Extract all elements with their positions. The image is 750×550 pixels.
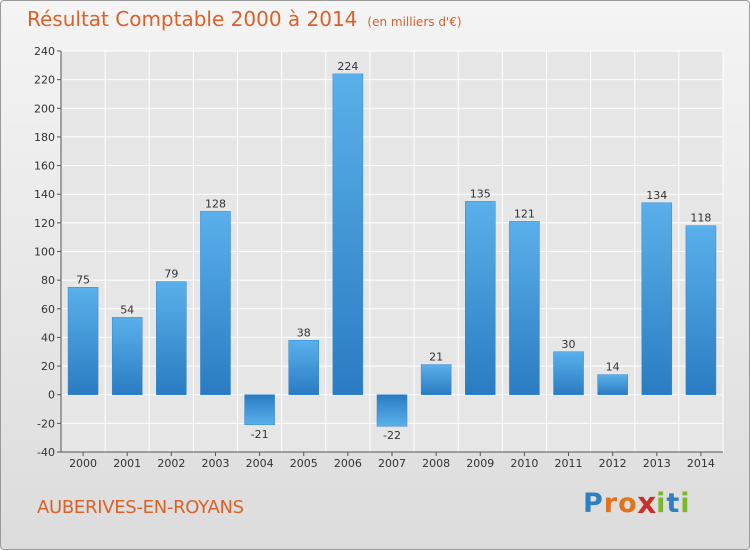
y-tick-label: 60 <box>41 303 55 316</box>
x-tick-label-2013: 2013 <box>643 457 671 470</box>
logo-letter: r <box>603 488 619 519</box>
bar-2007 <box>376 394 408 427</box>
data-label-2011: 30 <box>562 338 576 351</box>
bar-2005 <box>288 340 319 395</box>
x-tick-label-2007: 2007 <box>378 457 406 470</box>
data-label-2005: 38 <box>297 326 311 339</box>
proxiti-logo: Proxiti <box>583 486 691 521</box>
bar-2001 <box>111 317 143 395</box>
bar-2006 <box>332 73 364 395</box>
y-tick-label: -20 <box>37 417 55 430</box>
data-label-2007: -22 <box>383 429 401 442</box>
bar-2012 <box>597 374 628 395</box>
x-tick-label-2004: 2004 <box>246 457 274 470</box>
x-tick-label-2009: 2009 <box>466 457 494 470</box>
commune-name: AUBERIVES-EN-ROYANS <box>37 497 244 518</box>
y-tick-label: 240 <box>34 45 55 58</box>
y-tick-label: 180 <box>34 131 55 144</box>
logo-letter: t <box>666 488 681 519</box>
x-tick-label-2012: 2012 <box>599 457 627 470</box>
y-tick-label: 220 <box>34 74 55 87</box>
x-tick-label-2008: 2008 <box>422 457 450 470</box>
logo-letter: P <box>583 488 604 519</box>
bar-2014 <box>685 225 717 395</box>
data-label-2010: 121 <box>514 207 535 220</box>
chart-title-text: Résultat Comptable 2000 à 2014 <box>27 7 358 31</box>
chart-title: Résultat Comptable 2000 à 2014 (en millie… <box>27 7 462 31</box>
bar-2009 <box>465 201 496 395</box>
x-tick-label-2014: 2014 <box>687 457 715 470</box>
y-tick-label: 20 <box>41 360 55 373</box>
data-label-2012: 14 <box>606 361 620 374</box>
y-tick-label: -40 <box>37 446 55 459</box>
data-label-2008: 21 <box>429 351 443 364</box>
bar-2002 <box>156 281 187 395</box>
logo-letter: o <box>618 488 638 519</box>
bar-2010 <box>509 221 540 395</box>
y-tick-label: 120 <box>34 217 55 230</box>
x-tick-label-2001: 2001 <box>113 457 141 470</box>
data-label-2003: 128 <box>205 197 226 210</box>
data-label-2006: 224 <box>337 60 358 73</box>
x-tick-label-2010: 2010 <box>510 457 538 470</box>
chart-unit: (en milliers d'€) <box>367 15 462 29</box>
data-label-2002: 79 <box>164 268 178 281</box>
bar-2011 <box>553 351 584 395</box>
bar-2004 <box>244 394 275 426</box>
x-tick-label-2000: 2000 <box>69 457 97 470</box>
data-label-2000: 75 <box>76 273 90 286</box>
bar-2008 <box>420 364 452 395</box>
y-tick-label: 140 <box>34 188 55 201</box>
x-tick-label-2002: 2002 <box>157 457 185 470</box>
y-tick-label: 100 <box>34 246 55 259</box>
y-tick-label: 200 <box>34 102 55 115</box>
data-label-2001: 54 <box>120 303 134 316</box>
x-tick-label-2003: 2003 <box>201 457 229 470</box>
y-tick-label: 0 <box>48 389 55 402</box>
y-tick-label: 80 <box>41 274 55 287</box>
data-label-2014: 118 <box>690 212 711 225</box>
x-tick-label-2011: 2011 <box>555 457 583 470</box>
x-tick-label-2005: 2005 <box>290 457 318 470</box>
logo-letter: i <box>656 488 667 519</box>
y-tick-label: 40 <box>41 331 55 344</box>
bar-2000 <box>67 287 99 395</box>
bar-2003 <box>200 211 231 395</box>
data-label-2013: 134 <box>646 189 667 202</box>
logo-letter: x <box>636 486 658 521</box>
y-tick-label: 160 <box>34 160 55 173</box>
data-label-2009: 135 <box>470 187 491 200</box>
data-label-2004: -21 <box>251 428 269 441</box>
logo-letter: i <box>680 488 691 519</box>
bar-2013 <box>641 202 673 395</box>
x-tick-label-2006: 2006 <box>334 457 362 470</box>
